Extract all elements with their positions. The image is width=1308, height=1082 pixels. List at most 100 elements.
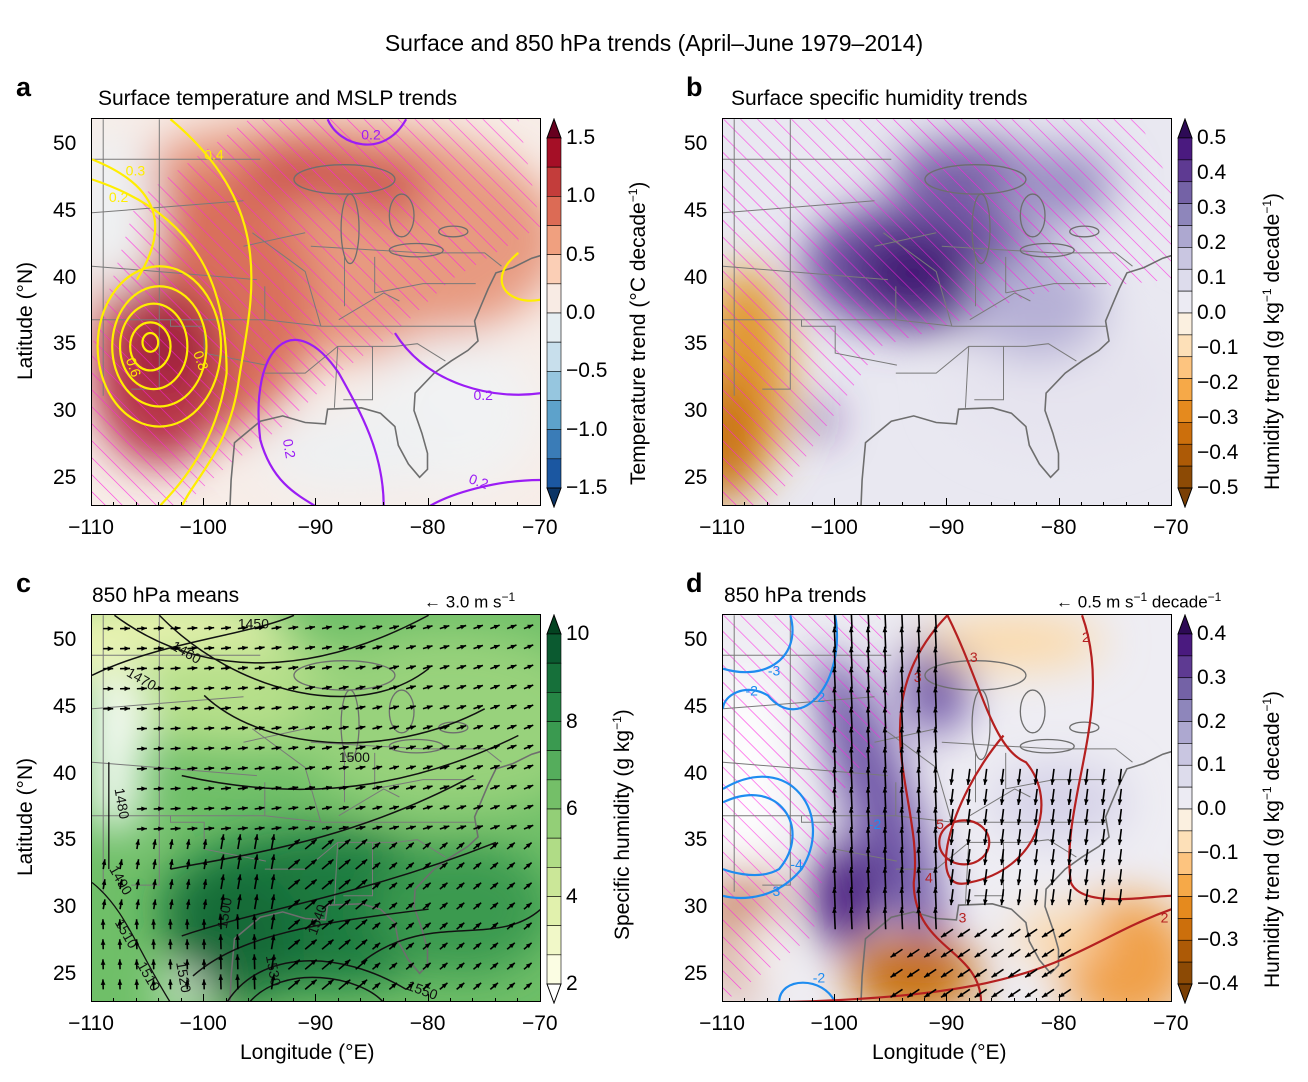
longitude-tick-label: −110 bbox=[699, 516, 745, 539]
wind-vector bbox=[934, 615, 937, 629]
wind-vector bbox=[923, 988, 937, 999]
wind-vector bbox=[253, 834, 259, 850]
wind-vector bbox=[523, 664, 534, 670]
wind-vector bbox=[439, 825, 450, 830]
wind-vector bbox=[304, 959, 318, 970]
wind-vector bbox=[271, 805, 282, 811]
wind-vector bbox=[136, 626, 147, 631]
wind-vector bbox=[899, 827, 905, 850]
wind-vector bbox=[253, 894, 259, 910]
wind-vector bbox=[152, 859, 157, 870]
wind-vector bbox=[974, 988, 988, 999]
wind-vector bbox=[304, 979, 318, 990]
wind-vector bbox=[999, 808, 1005, 826]
wind-vector bbox=[472, 922, 482, 930]
wind-vector bbox=[983, 808, 988, 826]
wind-vector bbox=[168, 939, 173, 950]
wind-vector bbox=[933, 847, 938, 870]
wind-vector bbox=[456, 784, 467, 790]
contour-label: 0.2 bbox=[467, 470, 491, 492]
wind-vector bbox=[321, 838, 334, 850]
wind-vector bbox=[287, 918, 301, 930]
wind-vector bbox=[134, 959, 140, 970]
wind-vector bbox=[916, 686, 921, 709]
latitude-tick-label: 35 bbox=[53, 332, 77, 356]
wind-vector bbox=[355, 918, 368, 930]
wind-vector bbox=[204, 806, 215, 811]
wind-vector bbox=[473, 804, 484, 810]
wind-vector bbox=[506, 624, 517, 630]
wind-vector bbox=[338, 979, 351, 990]
wind-vector bbox=[153, 686, 164, 691]
contour-line bbox=[723, 794, 794, 877]
colorbar-tick-label: 0.4 bbox=[1197, 622, 1227, 645]
wind-vector bbox=[220, 806, 232, 811]
colorbar-bin bbox=[546, 808, 562, 839]
colorbar-bin bbox=[1177, 699, 1193, 722]
wind-vector bbox=[170, 746, 181, 751]
wind-vector bbox=[1067, 869, 1072, 886]
wind-vector bbox=[1084, 828, 1089, 846]
wind-vector bbox=[355, 805, 366, 811]
wind-vector bbox=[405, 765, 416, 770]
contour-label: -4 bbox=[790, 856, 803, 872]
wind-vector bbox=[338, 898, 351, 910]
wind-vector bbox=[270, 874, 276, 890]
wind-vector bbox=[372, 745, 383, 751]
wind-vector bbox=[170, 666, 181, 671]
wind-vector bbox=[506, 922, 516, 930]
contour-line bbox=[778, 981, 836, 1001]
wind-vector bbox=[1016, 788, 1022, 806]
wind-vector bbox=[923, 948, 937, 958]
panel-a-ylabel: Latitude (°N) bbox=[14, 261, 37, 380]
axis-tick bbox=[901, 502, 903, 506]
axis-tick bbox=[1058, 994, 1060, 1002]
wind-vector bbox=[136, 686, 147, 691]
wind-vector bbox=[422, 725, 433, 730]
wind-vector bbox=[1050, 808, 1055, 826]
axis-tick bbox=[494, 998, 496, 1002]
contour-line bbox=[723, 775, 814, 900]
axis-tick bbox=[811, 502, 813, 506]
wind-vector bbox=[254, 745, 265, 751]
wind-vector bbox=[933, 626, 938, 649]
geopotential-height-contour bbox=[170, 774, 474, 870]
wind-vector bbox=[882, 847, 888, 870]
wind-vector bbox=[185, 899, 191, 910]
wind-vector bbox=[848, 626, 854, 649]
wind-vector bbox=[1050, 768, 1055, 786]
wind-vector bbox=[472, 842, 482, 850]
wind-vector bbox=[389, 665, 400, 670]
wind-vector bbox=[271, 645, 282, 651]
wind-vector bbox=[355, 665, 366, 670]
colorbar-bin bbox=[1177, 356, 1193, 379]
contour-label: -2 bbox=[745, 682, 758, 698]
wind-vector bbox=[305, 745, 316, 751]
ref-vector-sup2: −1 bbox=[1207, 590, 1222, 604]
axis-tick bbox=[315, 994, 317, 1002]
axis-tick bbox=[1125, 502, 1127, 506]
wind-vector bbox=[506, 744, 517, 750]
wind-vector bbox=[848, 827, 854, 850]
wind-vector bbox=[832, 827, 837, 850]
colorbar-min-arrow bbox=[546, 983, 562, 1004]
wind-vector bbox=[506, 764, 517, 770]
wind-vector bbox=[439, 922, 448, 930]
wind-vector bbox=[270, 854, 276, 870]
wind-vector bbox=[999, 889, 1005, 906]
colorbar-min-arrow bbox=[1177, 983, 1193, 1004]
axis-tick bbox=[158, 998, 160, 1002]
cbar-label-sup: −1 bbox=[1260, 786, 1274, 801]
wind-vector bbox=[304, 858, 318, 870]
wind-vector bbox=[237, 725, 248, 731]
wind-vector bbox=[304, 878, 318, 890]
wind-vector bbox=[204, 766, 215, 771]
wind-vector bbox=[170, 686, 181, 691]
axis-tick bbox=[834, 994, 836, 1002]
wind-vector bbox=[1117, 848, 1123, 866]
colorbar-tick-label: 4 bbox=[566, 884, 578, 908]
wind-vector bbox=[170, 806, 181, 812]
wind-vector bbox=[288, 685, 299, 691]
wind-vector bbox=[101, 899, 107, 910]
